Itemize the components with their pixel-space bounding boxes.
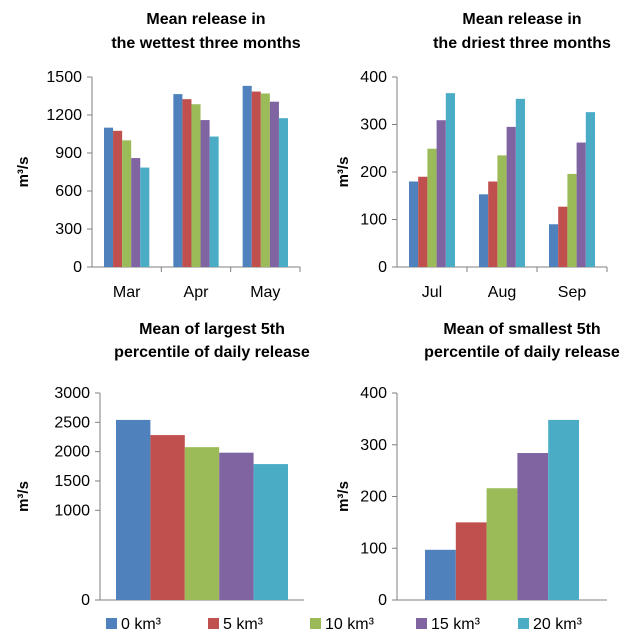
chart-2-y-tick-label-3: 2000 <box>54 444 90 461</box>
legend-label-0: 0 km³ <box>121 616 161 633</box>
chart-1-bar-2-1 <box>558 206 568 267</box>
legend-item-3: 15 km³ <box>416 616 480 634</box>
chart-1-title-line-1: the driest three months <box>433 35 611 52</box>
chart-2-bar-0-4 <box>253 464 288 600</box>
chart-0-title-line-0: Mean release in <box>146 11 265 28</box>
chart-3-y-tick-label-3: 300 <box>360 437 387 454</box>
chart-1-bar-0-1 <box>418 176 428 267</box>
legend-swatch-0 <box>106 618 117 629</box>
chart-1-bar-0-0 <box>409 181 419 267</box>
chart-3-title-line-1: percentile of daily release <box>424 344 620 361</box>
chart-0-y-tick-label-0: 0 <box>73 259 82 276</box>
chart-0-bar-0-3 <box>131 158 141 267</box>
chart-1-x-tick-label-2: Sep <box>558 284 587 301</box>
chart-0-bar-0-4 <box>140 167 150 267</box>
legend-label-2: 10 km³ <box>325 616 374 633</box>
chart-2-bar-0-1 <box>150 435 185 600</box>
chart-1-y-tick-label-1: 100 <box>360 212 387 229</box>
chart-3-bar-0-0 <box>425 549 456 600</box>
chart-1-bar-2-3 <box>576 142 586 267</box>
chart-0-bar-2-0 <box>242 85 252 267</box>
chart-1-bar-0-4 <box>445 93 455 268</box>
chart-3-y-tick-label-1: 100 <box>360 540 387 557</box>
legend-swatch-1 <box>208 618 219 629</box>
chart-1-y-tick-label-3: 300 <box>360 117 387 134</box>
chart-0-x-tick-label-2: May <box>250 284 280 301</box>
chart-0-bar-1-0 <box>173 94 183 267</box>
chart-0-x-tick-label-1: Apr <box>184 284 210 301</box>
chart-2-y-tick-label-2: 1500 <box>54 473 90 490</box>
chart-2-bar-0-0 <box>116 419 151 600</box>
charts-canvas: Mean release in the wettest three months m… <box>15 11 620 609</box>
legend-swatch-2 <box>310 618 321 629</box>
chart-1-bar-1-1 <box>488 181 498 267</box>
legend-item-0: 0 km³ <box>106 616 161 634</box>
chart-2-title-line-0: Mean of largest 5th <box>139 321 285 338</box>
chart-1-bar-0-3 <box>436 120 446 267</box>
chart-0-bar-2-1 <box>251 91 261 267</box>
chart-2-bar-0-2 <box>184 447 220 600</box>
chart-3-title-line-0: Mean of smallest 5th <box>443 321 600 338</box>
chart-1-y-tick-label-0: 0 <box>378 259 387 276</box>
chart-0-bar-0-2 <box>122 140 132 267</box>
chart-0-y-tick-label-2: 600 <box>55 183 82 200</box>
chart-0-x-tick-label-0: Mar <box>113 284 141 301</box>
chart-0-bar-1-3 <box>200 120 210 267</box>
chart-0-y-tick-label-5: 1500 <box>46 69 82 86</box>
chart-0-bar-2-4 <box>278 118 288 268</box>
chart-1-bar-1-3 <box>506 126 516 267</box>
legend-label-1: 5 km³ <box>223 616 263 633</box>
legend-label-4: 20 km³ <box>533 616 582 633</box>
chart-0-y-tick-label-4: 1200 <box>46 107 82 124</box>
chart-1-y-tick-label-2: 200 <box>360 164 387 181</box>
chart-1-x-tick-label-1: Aug <box>488 284 516 301</box>
legend-swatch-3 <box>416 618 427 629</box>
chart-1-bar-0-2 <box>427 148 437 267</box>
chart-0-y-tick-label-3: 900 <box>55 145 82 162</box>
chart-2-title-line-1: percentile of daily release <box>114 344 310 361</box>
chart-2-y-tick-label-5: 3000 <box>54 385 90 402</box>
chart-3-y-tick-label-2: 200 <box>360 489 387 506</box>
chart-0-bar-1-4 <box>209 136 219 267</box>
chart-1-bar-2-0 <box>549 224 559 267</box>
chart-0-bar-1-1 <box>182 99 192 268</box>
chart-1-y-tick-label-4: 400 <box>360 69 387 86</box>
chart-2-y-tick-label-0: 0 <box>81 592 90 609</box>
chart-1-title-line-0: Mean release in <box>462 11 581 28</box>
chart-0-y-axis-label: m³/s <box>15 157 32 188</box>
legend-item-2: 10 km³ <box>310 616 374 634</box>
chart-1-bar-1-2 <box>497 155 507 267</box>
chart-1-bar-1-4 <box>515 98 525 267</box>
chart-3-y-tick-label-0: 0 <box>378 592 387 609</box>
legend-swatch-4 <box>518 618 529 629</box>
chart-1-y-axis-label: m³/s <box>335 157 352 188</box>
chart-2-y-tick-label-1: 1000 <box>54 502 90 519</box>
chart-0-bar-0-1 <box>113 130 123 267</box>
chart-1-bar-2-4 <box>585 112 595 268</box>
chart-0-bar-2-2 <box>260 93 270 267</box>
legend-item-1: 5 km³ <box>208 616 263 634</box>
chart-0-bar-2-3 <box>269 101 279 267</box>
chart-3-y-tick-label-4: 400 <box>360 385 387 402</box>
chart-2-y-axis-label: m³/s <box>15 481 32 512</box>
chart-3-bar-0-3 <box>517 453 549 600</box>
chart-2-bar-0-3 <box>219 452 254 600</box>
legend-label-3: 15 km³ <box>431 616 480 633</box>
chart-2-y-tick-label-4: 2500 <box>54 414 90 431</box>
chart-0-y-tick-label-1: 300 <box>55 221 82 238</box>
chart-3-y-axis-label: m³/s <box>335 481 352 512</box>
chart-0-title-line-1: the wettest three months <box>111 35 300 52</box>
legend: 0 km³ 5 km³ 10 km³ 15 km³ 20 km³ <box>0 612 628 638</box>
chart-3-bar-0-2 <box>486 488 518 600</box>
legend-item-4: 20 km³ <box>518 616 582 634</box>
chart-1-bar-2-2 <box>567 173 577 267</box>
chart-1-bar-1-0 <box>479 194 489 267</box>
chart-3-bar-0-4 <box>548 419 579 600</box>
chart-0-bar-1-2 <box>191 104 201 267</box>
chart-1-x-tick-label-0: Jul <box>422 284 442 301</box>
chart-0-bar-0-0 <box>104 127 114 268</box>
chart-3-bar-0-1 <box>455 522 487 600</box>
